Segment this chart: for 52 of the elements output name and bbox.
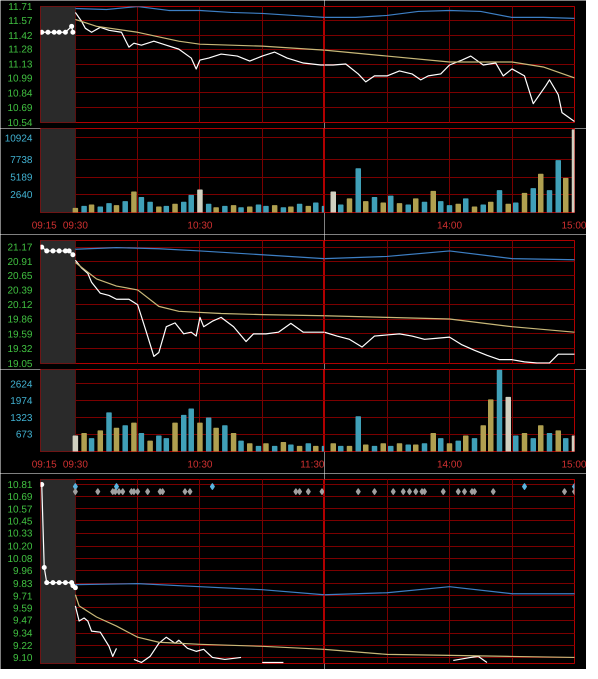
y-tick-label: 2624 [10, 379, 33, 390]
y-tick-label: 21.17 [7, 242, 33, 254]
y-tick-label: 11.57 [8, 16, 33, 27]
y-tick-label: 9.10 [13, 652, 33, 664]
y-tick-label: 9.71 [13, 591, 33, 602]
y-tick-label: 19.32 [7, 344, 33, 356]
x-tick-label: 11:30 [300, 460, 325, 470]
y-tick-label: 11.71 [8, 2, 33, 13]
x-tick-label: 14:00 [436, 220, 462, 232]
y-tick-label: 19.86 [7, 314, 33, 326]
y-tick-label: 9.34 [13, 628, 33, 640]
y-tick-label: 9.96 [13, 566, 33, 577]
y-tick-label: 10.54 [7, 118, 33, 129]
y-tick-label: 10.08 [7, 554, 33, 565]
y-tick-label: 20.65 [7, 271, 33, 282]
y-tick-label: 20.12 [7, 300, 33, 312]
x-tick-label: 09:15 [32, 460, 58, 470]
y-tick-label: 11.28 [8, 44, 33, 56]
y-tick-label: 10.20 [7, 542, 33, 553]
y-tick-label: 11.42 [8, 30, 33, 42]
y-tick-label: 10.57 [7, 504, 33, 516]
y-tick-label: 2640 [10, 190, 33, 201]
y-tick-label: 10.99 [7, 73, 33, 84]
x-tick-label: 14:00 [436, 460, 462, 470]
y-tick-label: 10.69 [7, 103, 33, 114]
x-tick-label: 15:00 [561, 460, 587, 470]
y-tick-label: 9.22 [13, 640, 33, 652]
y-tick-label: 10.81 [7, 480, 33, 492]
y-tick-label: 20.91 [7, 256, 33, 268]
y-tick-label: 10.33 [7, 528, 33, 540]
y-tick-label: 9.47 [13, 616, 33, 627]
x-tick-label: 15:00 [561, 220, 587, 232]
y-tick-label: 11.13 [8, 60, 33, 71]
x-tick-label: 10:30 [187, 460, 213, 470]
y-tick-label: 19.05 [7, 359, 33, 370]
y-tick-label: 10.84 [7, 88, 33, 100]
y-tick-label: 1974 [10, 396, 33, 408]
y-tick-label: 7738 [10, 155, 33, 166]
x-tick-label: 09:15 [32, 220, 58, 232]
y-tick-label: 9.59 [13, 603, 33, 614]
y-tick-label: 10924 [4, 133, 33, 144]
y-tick-label: 10.45 [7, 516, 33, 528]
y-tick-label: 9.83 [13, 579, 33, 590]
y-tick-label: 10.69 [7, 492, 33, 504]
x-tick-label: 09:30 [62, 220, 88, 232]
x-tick-label: 10:30 [187, 220, 213, 232]
y-tick-label: 5189 [10, 172, 33, 184]
y-tick-label: 20.39 [7, 285, 33, 296]
x-tick-label: 09:30 [62, 460, 88, 470]
y-tick-label: 1323 [10, 412, 33, 424]
y-tick-label: 19.59 [7, 329, 33, 340]
y-tick-label: 673 [16, 430, 33, 441]
